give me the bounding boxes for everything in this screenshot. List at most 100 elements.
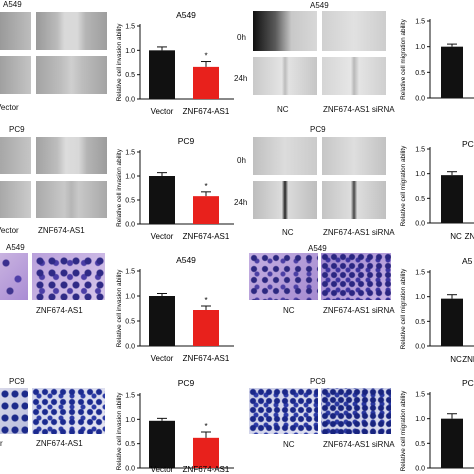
- migration-bar-chart: Relative cell migration ability 0.0 0.5 1.0…: [400, 18, 474, 103]
- category-label: r: [0, 439, 3, 448]
- transwell-image: [249, 388, 318, 434]
- x-tick-label: Vector: [151, 354, 174, 363]
- wound-image: [322, 181, 386, 219]
- category-label: NC: [283, 440, 295, 449]
- wound-image: [322, 11, 386, 51]
- category-label: ZNF674-AS1: [36, 306, 83, 315]
- y-axis-label: Relative cell invasion ability: [116, 392, 123, 471]
- x-tick-label: Vector: [151, 107, 174, 116]
- y-tick-label: 1.5: [415, 270, 425, 277]
- x-tick-label: NC: [450, 355, 462, 364]
- wound-image: [0, 56, 31, 94]
- y-tick-label: 1.5: [125, 150, 135, 157]
- left-image-label: PC9: [9, 125, 25, 134]
- migration-bar-chart: Relative cell migration ability PC 0.0 0.5 1…: [400, 378, 474, 473]
- y-axis-label: Relative cell migration ability: [400, 268, 407, 349]
- category-label: Vector: [0, 103, 19, 112]
- wound-image: [36, 181, 107, 218]
- category-label: ZNF674-AS1 siRNA: [323, 306, 395, 315]
- bar: [149, 176, 175, 224]
- y-axis-label: Relative cell migration ability: [400, 145, 407, 226]
- y-tick-label: 1.5: [125, 24, 135, 31]
- wound-image: [36, 137, 107, 174]
- wound-image: [322, 137, 386, 175]
- bar: [193, 310, 219, 346]
- wound-image: [322, 57, 386, 95]
- transwell-image: [0, 253, 28, 300]
- wound-image: [253, 11, 317, 51]
- y-tick-label: 1.5: [125, 393, 135, 400]
- bar: [149, 296, 175, 346]
- invasion-bar-chart: Relative cell invasion ability A549 0.0 0.5…: [116, 10, 234, 116]
- right-image-label: PC9: [310, 125, 326, 134]
- y-tick-label: 1.0: [125, 294, 135, 301]
- wound-image: [0, 137, 31, 174]
- chart-title: PC: [462, 139, 474, 149]
- y-tick-label: 1.0: [415, 416, 425, 423]
- category-label: ZNF674-AS1 siRNA: [323, 440, 395, 449]
- y-tick-label: 1.0: [125, 48, 135, 55]
- y-tick-label: 0.0: [415, 344, 425, 351]
- migration-bar-chart: Relative cell migration ability A5 0.0 0.5 1…: [400, 256, 474, 364]
- x-tick-label: ZNF674-AS1: [183, 354, 230, 363]
- x-tick-label: ZNF674-AS1: [183, 232, 230, 241]
- transwell-image: [321, 388, 391, 434]
- y-tick-label: 0.5: [125, 72, 135, 79]
- wound-image: [0, 12, 31, 50]
- category-label: ZNF674-AS1: [36, 439, 83, 448]
- y-tick-label: 1.5: [415, 392, 425, 399]
- category-label: Vector: [0, 226, 19, 235]
- chart-title: A549: [176, 255, 196, 265]
- transwell-image: [249, 253, 318, 300]
- transwell-image: [32, 388, 105, 434]
- bar: [193, 437, 219, 468]
- y-tick-label: 1.0: [415, 294, 425, 301]
- y-tick-label: 0.0: [125, 344, 135, 351]
- x-tick-label: Vector: [151, 232, 174, 241]
- x-tick-label: ZNF: [462, 355, 474, 364]
- y-tick-label: 0.0: [125, 97, 135, 104]
- y-tick-label: 1.5: [415, 147, 425, 154]
- y-tick-label: 0.0: [125, 222, 135, 229]
- significance-marker: *: [204, 422, 207, 431]
- bar: [193, 66, 219, 99]
- wound-image: [253, 57, 317, 95]
- significance-marker: *: [204, 182, 207, 191]
- significance-marker: *: [204, 52, 207, 61]
- time-label: 0h: [237, 33, 246, 42]
- right-image-label: PC9: [310, 377, 326, 386]
- bar: [149, 50, 175, 99]
- category-label: ZNF674-AS1 siRNA: [323, 228, 395, 237]
- wound-image: [0, 181, 31, 218]
- y-axis-label: Relative cell invasion ability: [116, 269, 123, 348]
- chart-title: A5: [462, 256, 473, 266]
- category-label: NC: [283, 306, 295, 315]
- bar: [441, 46, 463, 98]
- y-axis-label: Relative cell migration ability: [400, 390, 407, 471]
- y-tick-label: 0.5: [415, 196, 425, 203]
- y-tick-label: 0.0: [125, 466, 135, 473]
- y-tick-label: 0.5: [125, 319, 135, 326]
- y-tick-label: 0.0: [415, 96, 425, 103]
- category-label: ZNF674-AS1 siRNA: [323, 105, 395, 114]
- chart-title: PC9: [178, 378, 195, 388]
- wound-image: [36, 12, 107, 50]
- left-image-label: PC9: [9, 377, 25, 386]
- y-tick-label: 1.0: [125, 174, 135, 181]
- y-tick-label: 0.5: [415, 319, 425, 326]
- category-label: ZNF674-AS1: [38, 226, 85, 235]
- time-label: 24h: [234, 74, 248, 83]
- x-tick-label: ZNF674-AS1: [183, 107, 230, 116]
- invasion-bar-chart: Relative cell invasion ability A549 0.0 0.5…: [116, 255, 234, 363]
- invasion-bar-chart: Relative cell invasion ability PC9 0.0 0.5 1…: [116, 136, 234, 241]
- bar: [149, 420, 175, 468]
- y-axis-label: Relative cell invasion ability: [116, 23, 123, 102]
- wound-image: [253, 137, 317, 175]
- bar: [441, 175, 463, 223]
- bar: [441, 418, 463, 468]
- category-label: NC: [282, 228, 294, 237]
- transwell-image: [32, 253, 105, 300]
- invasion-bar-chart: Relative cell invasion ability PC9 0.0 0.5 1…: [116, 378, 234, 474]
- right-image-label: A549: [308, 244, 327, 253]
- x-tick-label: ZN: [465, 232, 474, 241]
